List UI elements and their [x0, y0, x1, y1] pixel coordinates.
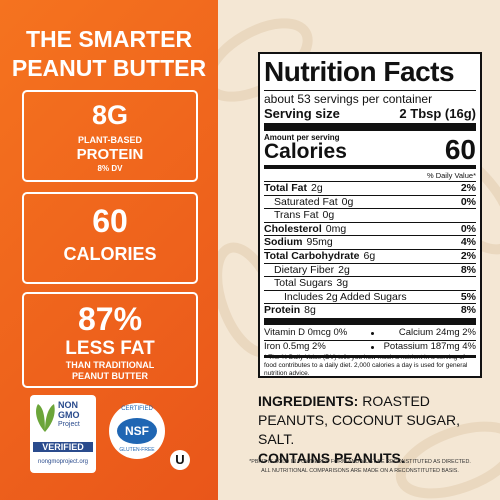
logo-text: VERIFIED — [33, 442, 93, 452]
nf-row-label: Total Carbohydrate — [264, 250, 360, 262]
badge-text: LESS FAT — [65, 338, 155, 359]
logo-text: NSF — [125, 424, 149, 438]
rule — [264, 262, 476, 264]
logo-text: Project — [58, 421, 80, 428]
nf-row-label: Sodium — [264, 236, 303, 249]
nf-row-dv: 8% — [460, 304, 476, 317]
badge — [22, 192, 198, 284]
nf-serving-value: 2 Tbsp (16g) — [399, 106, 476, 121]
badge-text: PLANT-BASED — [77, 135, 142, 145]
rule — [264, 221, 476, 223]
nf-row-label: Saturated Fat — [274, 195, 338, 208]
nf-amount-label: Amount per serving — [264, 133, 340, 142]
nf-servings: about 53 servings per container — [264, 92, 433, 106]
ingredients: INGREDIENTS: ROASTED PEANUTS, COCONUT SU… — [258, 392, 493, 468]
nf-vitamin: Potassium 187mg 4% — [383, 341, 476, 352]
nf-row-dv: 0% — [460, 222, 476, 235]
separator-dot — [371, 332, 374, 335]
nf-row-amount: 2g — [338, 263, 350, 276]
rule — [264, 208, 476, 210]
butterfly-icon — [36, 404, 55, 432]
nf-serving-label: Serving size — [264, 106, 340, 121]
nf-row-dv: 2% — [460, 182, 476, 194]
rule — [264, 235, 476, 237]
nf-row-amount: 2g — [310, 182, 323, 194]
nf-row-amount: 3g — [336, 277, 349, 290]
nf-row-dv: 4% — [460, 236, 476, 249]
badge-text: THAN TRADITIONAL — [65, 360, 155, 370]
nf-calories-value: 60 — [444, 134, 476, 165]
logo-text: NON — [58, 400, 78, 410]
badge-text: PROTEIN — [76, 146, 144, 163]
rule — [264, 303, 476, 305]
nf-row-amount: 6g — [363, 250, 376, 262]
disclaimer: ALL NUTRITIONAL COMPARISONS ARE MADE ON … — [261, 468, 459, 474]
nf-row-label: Includes 2g Added Sugars — [284, 290, 407, 303]
nsf-mark — [117, 418, 157, 444]
nf-row-amount: 8g — [304, 304, 316, 317]
nf-vitamin: Calcium 24mg 2% — [398, 327, 476, 338]
nf-row-label: Total Sugars — [274, 277, 333, 290]
kosher-logo: U — [170, 450, 190, 470]
allergen: CONTAINS PEANUTS. — [258, 450, 405, 466]
nf-row-dv: 0% — [460, 195, 476, 208]
nf-vitamin: Iron 0.5mg 2% — [264, 341, 326, 352]
badge-text: 8% DV — [97, 164, 123, 173]
separator-dot — [371, 346, 374, 349]
headline: PEANUT BUTTER — [11, 55, 207, 81]
disclaimer: *PBFIT IS SOLD IN POWDERED FORM AND MUST… — [249, 459, 471, 465]
ingredients-text: ROASTED PEANUTS, COCONUT SUGAR, SALT. — [258, 393, 460, 447]
rule — [264, 249, 476, 250]
nf-title: Nutrition Facts — [264, 56, 455, 87]
badge-value: 60 — [92, 203, 128, 239]
rule — [264, 194, 476, 196]
rule — [264, 355, 476, 358]
nf-row-amount: 95mg — [306, 236, 333, 249]
nutrition-label: Nutrition Facts about 53 servings per co… — [258, 52, 482, 378]
nf-row-label: Trans Fat — [274, 209, 319, 222]
ingredients-label: INGREDIENTS: — [258, 393, 359, 409]
nf-vitamin: Vitamin D 0mcg 0% — [264, 327, 348, 338]
rule — [264, 181, 476, 182]
rule — [264, 289, 476, 291]
nf-dv-header: % Daily Value* — [426, 171, 476, 180]
rule — [264, 318, 476, 325]
rule — [264, 340, 476, 341]
badge-value: 87% — [77, 301, 143, 337]
nf-row-label: Total Fat — [264, 182, 307, 194]
logo-text: nongmoproject.org — [37, 459, 89, 465]
badge-text: PEANUT BUTTER — [72, 371, 148, 381]
nf-row-amount: 0g — [341, 195, 354, 208]
logo-text: GMO — [58, 410, 80, 420]
badge — [22, 90, 198, 182]
nf-row-dv: 2% — [460, 250, 476, 262]
badge-text: CALORIES — [63, 244, 157, 264]
nf-calories-label: Calories — [264, 140, 347, 163]
nf-row-dv: 8% — [460, 263, 476, 276]
headline: THE SMARTER — [25, 26, 193, 52]
nf-row-label: Dietary Fiber — [274, 263, 335, 276]
badge-value: 8G — [91, 100, 129, 130]
nf-row-dv: 5% — [460, 290, 476, 303]
nf-row-label: Cholesterol — [264, 222, 322, 235]
nf-row-amount: 0mg — [325, 222, 347, 235]
logo-text: GLUTEN-FREE — [119, 447, 155, 453]
badge — [22, 292, 198, 388]
rule — [264, 276, 476, 278]
nf-row-amount: 0g — [322, 209, 335, 222]
logo-text: CERTIFIED — [121, 406, 153, 412]
orange-panel: THE SMARTER PEANUT BUTTER 8G PLANT-BASED… — [0, 0, 218, 500]
nf-row-label: Protein — [264, 304, 301, 317]
